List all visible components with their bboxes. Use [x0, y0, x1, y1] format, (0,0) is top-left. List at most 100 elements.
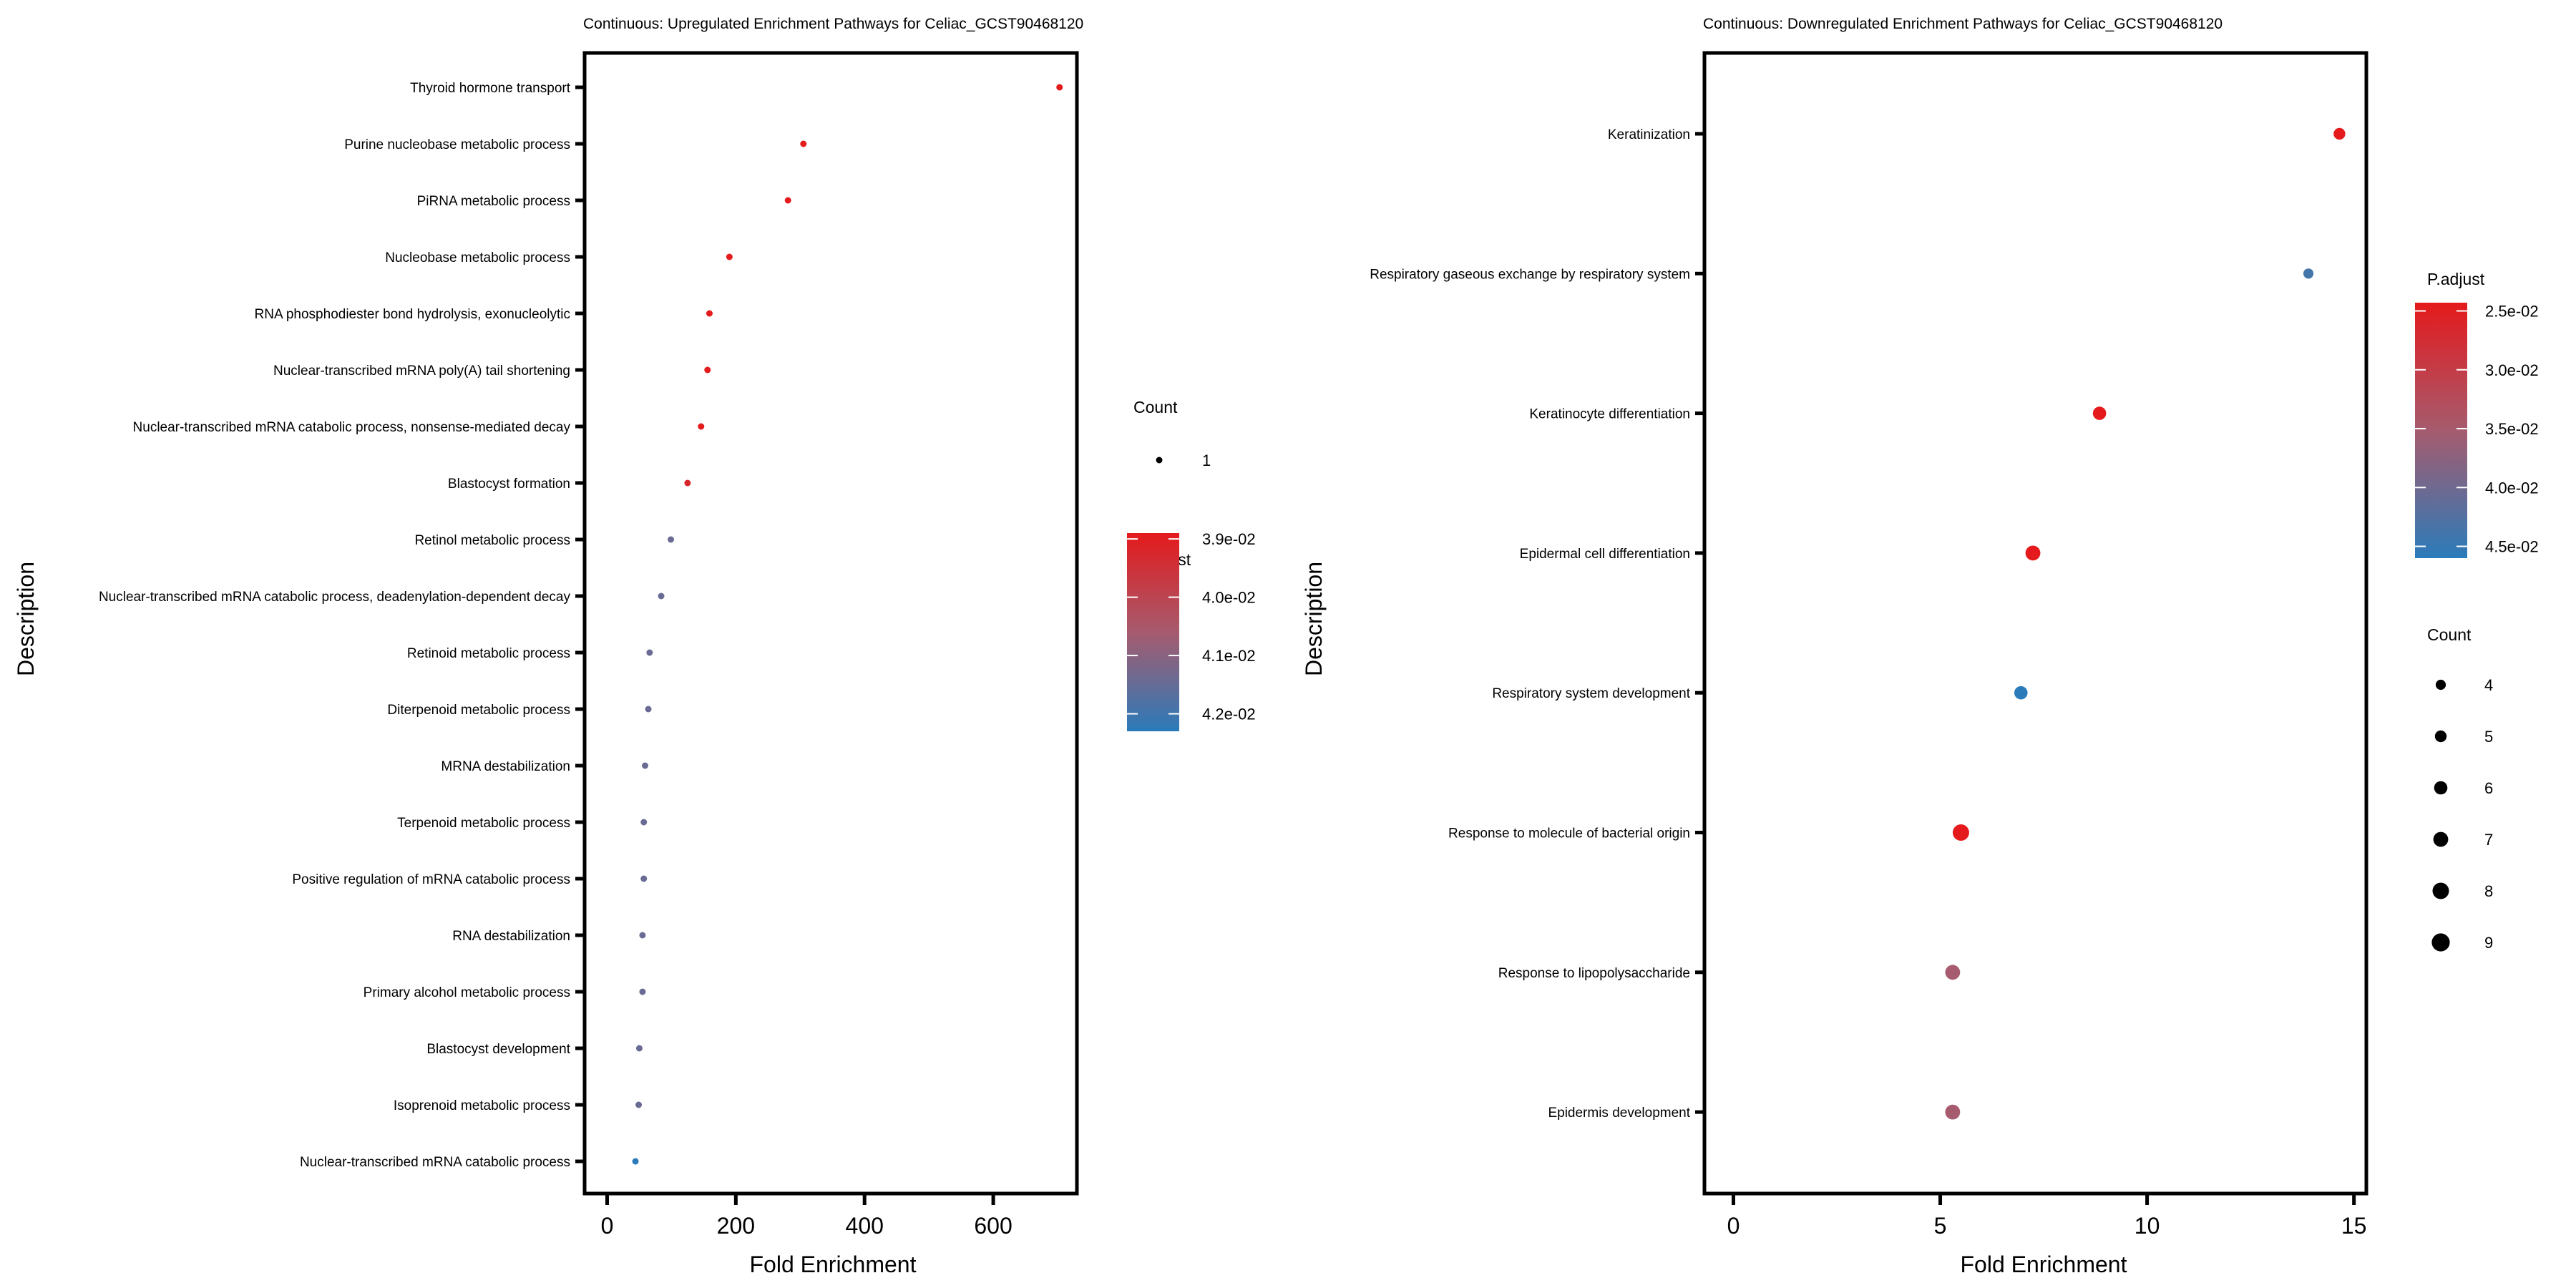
colorbar-label: 4.1e-02: [1202, 647, 1256, 665]
y-tick-label: MRNA destabilization: [441, 759, 570, 774]
count-legend-key: [2433, 831, 2449, 847]
x-tick-label: 15: [2341, 1213, 2367, 1239]
colorbar-label: 2.5e-02: [2485, 303, 2539, 321]
y-tick-label: Retinoid metabolic process: [407, 646, 570, 661]
data-point: [726, 253, 733, 260]
chart-title: Continuous: Upregulated Enrichment Pathw…: [583, 16, 1083, 32]
upregulated-chart: Continuous: Upregulated Enrichment Pathw…: [13, 16, 1256, 1277]
count-legend-key: [1156, 457, 1163, 464]
y-axis-title: Description: [13, 562, 39, 676]
y-tick-label: Keratinization: [1608, 127, 1690, 142]
colorbar-label: 3.9e-02: [1202, 530, 1256, 548]
count-legend-key: [2432, 882, 2449, 899]
data-point: [658, 592, 665, 600]
data-point: [635, 1101, 643, 1108]
data-point: [1945, 965, 1961, 980]
data-point: [2092, 406, 2107, 420]
count-legend-key: [2434, 730, 2447, 743]
points: [632, 84, 1063, 1165]
data-point: [645, 706, 652, 713]
data-point: [632, 1158, 639, 1165]
data-point: [1945, 1104, 1961, 1120]
y-tick-label: Positive regulation of mRNA catabolic pr…: [292, 872, 570, 887]
data-point: [698, 423, 705, 430]
x-axis-title: Fold Enrichment: [750, 1252, 917, 1277]
y-tick-label: Isoprenoid metabolic process: [394, 1098, 570, 1113]
data-point: [704, 366, 711, 374]
data-point: [640, 819, 648, 826]
data-point: [635, 1045, 643, 1052]
data-point: [639, 988, 646, 995]
y-tick-label: Nuclear-transcribed mRNA catabolic proce…: [99, 590, 571, 605]
count-legend-label: 5: [2484, 728, 2493, 746]
y-tick-label: Primary alcohol metabolic process: [364, 985, 570, 1000]
data-point: [640, 875, 648, 882]
y-tick-label: Nuclear-transcribed mRNA poly(A) tail sh…: [273, 364, 570, 379]
colorbar-label: 4.0e-02: [2485, 479, 2539, 497]
count-legend-key: [2434, 781, 2448, 795]
y-tick-label: PiRNA metabolic process: [417, 194, 570, 209]
count-legend: Count 1: [1133, 398, 1211, 469]
data-point: [668, 536, 675, 543]
y-tick-label: Retinol metabolic process: [414, 533, 570, 548]
colorbar-label: 4.5e-02: [2485, 538, 2539, 556]
x-axis: 0 200 400 600: [601, 1195, 1013, 1239]
count-legend-label: 4: [2484, 676, 2493, 694]
data-point: [639, 932, 646, 939]
data-point: [784, 197, 791, 204]
count-legend-label: 9: [2484, 934, 2493, 952]
y-axis: Thyroid hormone transport Purine nucleoba…: [99, 81, 583, 1170]
colorbar-label: 3.5e-02: [2485, 420, 2539, 438]
plot-panel: [1702, 51, 2368, 1196]
y-tick-label: Nuclear-transcribed mRNA catabolic proce…: [133, 420, 571, 435]
y-tick-label: Respiratory gaseous exchange by respirat…: [1370, 267, 1690, 282]
x-tick-label: 0: [601, 1213, 614, 1239]
data-point: [646, 649, 653, 656]
y-tick-label: Response to molecule of bacterial origin: [1448, 826, 1690, 841]
y-tick-label: Epidermal cell differentiation: [1520, 547, 1690, 562]
y-axis: Keratinization Respiratory gaseous exchan…: [1370, 127, 1703, 1121]
y-tick-label: Keratinocyte differentiation: [1529, 407, 1690, 422]
y-tick-label: Blastocyst development: [426, 1042, 570, 1057]
x-axis: 0 5 10 15: [1727, 1195, 2367, 1239]
data-point: [1056, 84, 1063, 91]
colorbar: [1127, 533, 1179, 731]
x-tick-label: 600: [974, 1213, 1012, 1239]
y-tick-label: Purine nucleobase metabolic process: [344, 137, 570, 152]
data-point: [2014, 686, 2028, 700]
data-point: [642, 762, 649, 769]
x-tick-label: 10: [2135, 1213, 2160, 1239]
count-legend-label: 1: [1202, 452, 1211, 469]
x-tick-label: 0: [1727, 1213, 1740, 1239]
y-tick-label: Respiratory system development: [1492, 686, 1690, 701]
count-legend-key: [2435, 679, 2446, 691]
padjust-legend-title: P.adjust: [2427, 270, 2485, 288]
plot-panel: [582, 51, 1079, 1196]
data-point: [684, 479, 691, 487]
colorbar: [2415, 303, 2467, 558]
x-tick-label: 5: [1934, 1213, 1947, 1239]
y-tick-label: Thyroid hormone transport: [410, 81, 571, 96]
downregulated-chart: Continuous: Downregulated Enrichment Pat…: [1301, 16, 2539, 1277]
count-legend-label: 7: [2484, 831, 2493, 849]
y-tick-label: Response to lipopolysaccharide: [1498, 966, 1690, 981]
y-axis-title: Description: [1301, 562, 1327, 676]
y-tick-label: RNA destabilization: [452, 929, 570, 944]
colorbar-label: 4.0e-02: [1202, 589, 1256, 607]
y-tick-label: Epidermis development: [1548, 1106, 1690, 1121]
y-tick-label: Terpenoid metabolic process: [397, 816, 570, 831]
data-point: [2333, 127, 2346, 140]
data-point: [1952, 824, 1969, 841]
data-point: [706, 310, 713, 317]
y-tick-label: Nucleobase metabolic process: [385, 250, 570, 265]
y-tick-label: Diterpenoid metabolic process: [387, 703, 570, 718]
y-tick-label: Nuclear-transcribed mRNA catabolic proce…: [300, 1155, 570, 1170]
count-legend: Count 4 5 6 7 8 9: [2427, 625, 2493, 952]
x-tick-label: 200: [717, 1213, 755, 1239]
data-point: [2025, 545, 2041, 561]
points: [1945, 127, 2346, 1120]
count-legend-label: 8: [2484, 882, 2493, 900]
y-tick-label: Blastocyst formation: [448, 477, 570, 492]
y-tick-label: RNA phosphodiester bond hydrolysis, exon…: [255, 307, 570, 322]
